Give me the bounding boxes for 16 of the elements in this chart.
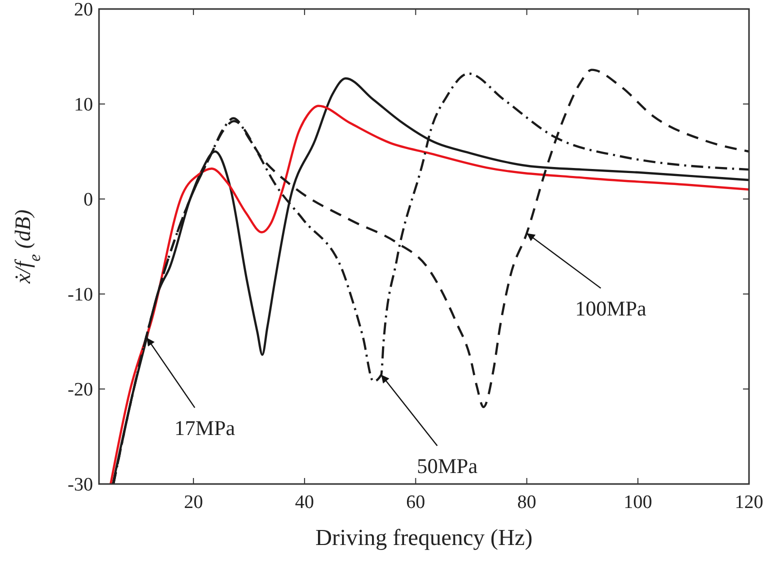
y-tick-label: 0 — [84, 190, 93, 211]
annotation: 100MPa — [575, 296, 648, 321]
y-tick-label: -10 — [68, 284, 93, 306]
x-tick-label: 80 — [517, 492, 536, 513]
y-tick-label: 10 — [74, 94, 93, 116]
y-tick-label: -30 — [68, 474, 93, 496]
annotation: 17MPa — [174, 416, 236, 440]
x-tick-label: 120 — [734, 492, 764, 513]
x-axis-title: Driving frequency (Hz) — [315, 525, 533, 550]
annotation: 50MPa — [416, 454, 478, 478]
y-tick-label: -20 — [68, 380, 93, 401]
y-tick-label: 20 — [74, 0, 93, 21]
x-tick-label: 100 — [624, 492, 652, 513]
x-tick-label: 60 — [406, 492, 426, 513]
x-tick-label: 20 — [184, 492, 203, 513]
x-tick-label: 40 — [295, 492, 314, 513]
